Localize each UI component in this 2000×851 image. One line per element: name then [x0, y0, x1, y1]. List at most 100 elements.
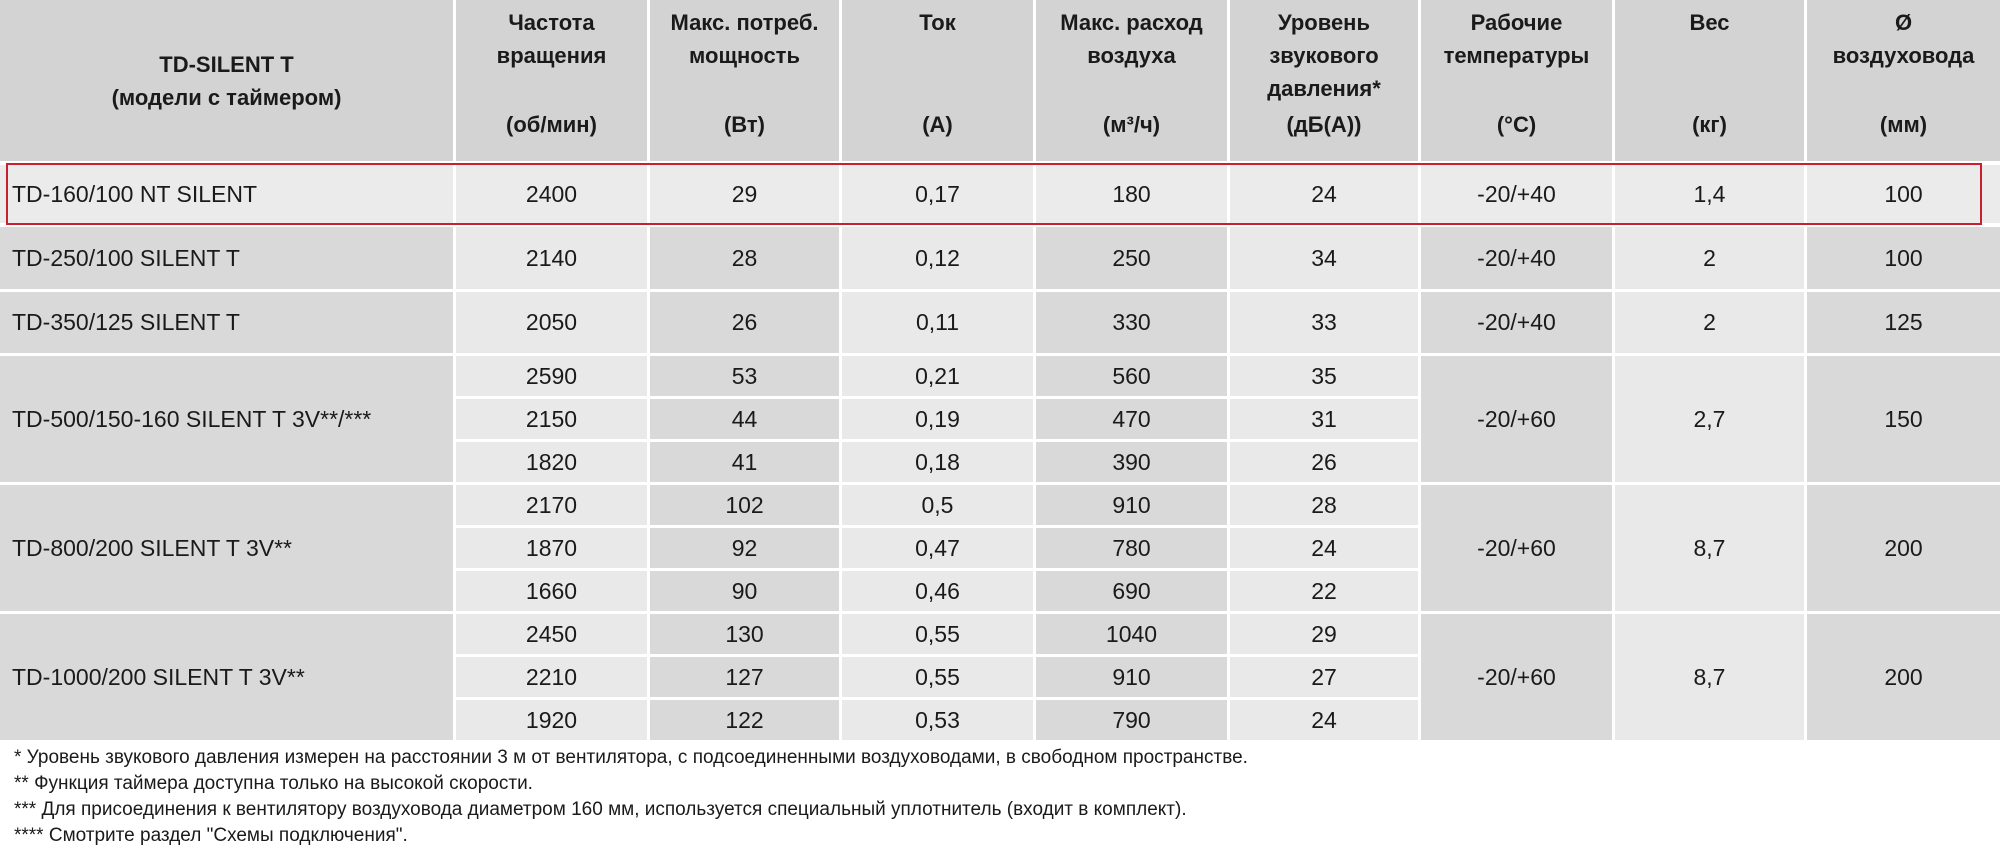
value-cell: 31 — [1230, 399, 1418, 439]
temperature: -20/+60 — [1421, 614, 1612, 740]
value-cell: 2400 — [456, 165, 647, 223]
diameter: 150 — [1807, 356, 2000, 482]
header-label: Ток — [919, 10, 956, 35]
value-cell: 24 — [1230, 700, 1418, 740]
weight: 2 — [1615, 227, 1804, 289]
value-cell: 24 — [1230, 528, 1418, 568]
value-cell: 0,53 — [842, 700, 1033, 740]
header-label: давления* — [1267, 76, 1381, 101]
footnote: * Уровень звукового давления измерен на … — [14, 747, 1248, 768]
diameter: 200 — [1807, 485, 2000, 611]
value-cell: 27 — [1230, 657, 1418, 697]
value-cell: 1820 — [456, 442, 647, 482]
value-cell: 0,46 — [842, 571, 1033, 611]
model-name: TD-350/125 SILENT T — [0, 292, 453, 353]
value-cell: 390 — [1036, 442, 1227, 482]
value-cell: 2140 — [456, 227, 647, 289]
diameter: 100 — [1807, 165, 2000, 223]
header-label: Вес — [1689, 10, 1730, 35]
value-cell: 2050 — [456, 292, 647, 353]
value-cell: 1870 — [456, 528, 647, 568]
header-label: Макс. расход — [1060, 10, 1203, 35]
diameter: 100 — [1807, 227, 2000, 289]
header-label: Ø — [1894, 10, 1913, 35]
value-cell: 53 — [650, 356, 839, 396]
weight: 1,4 — [1615, 165, 1804, 223]
value-cell: 90 — [650, 571, 839, 611]
header-label: воздуха — [1087, 43, 1176, 68]
value-cell: 122 — [650, 700, 839, 740]
value-cell: 33 — [1230, 292, 1418, 353]
highlight-frame — [6, 163, 1982, 225]
header-cell: Макс. потреб. мощность (Вт) — [650, 0, 839, 161]
value-cell: 2150 — [456, 399, 647, 439]
header-unit: (мм) — [1879, 112, 1928, 137]
value-cell: 24 — [1230, 165, 1418, 223]
value-cell: 28 — [650, 227, 839, 289]
weight: 8,7 — [1615, 614, 1804, 740]
temperature: -20/+40 — [1421, 292, 1612, 353]
temperature: -20/+40 — [1421, 227, 1612, 289]
model-name: TD-500/150-160 SILENT T 3V**/*** — [0, 356, 453, 482]
model-name: TD-250/100 SILENT T — [0, 227, 453, 289]
value-cell: 29 — [1230, 614, 1418, 654]
header-cell: Вес (кг) — [1615, 0, 1804, 161]
value-cell: 34 — [1230, 227, 1418, 289]
value-cell: 0,11 — [842, 292, 1033, 353]
diameter: 200 — [1807, 614, 2000, 740]
value-cell: 2450 — [456, 614, 647, 654]
value-cell: 1660 — [456, 571, 647, 611]
temperature: -20/+60 — [1421, 356, 1612, 482]
header-unit: (Вт) — [723, 112, 766, 137]
header-cell: Уровень звукового давления* (дБ(А)) — [1230, 0, 1418, 161]
value-cell: 92 — [650, 528, 839, 568]
value-cell: 690 — [1036, 571, 1227, 611]
header-cell: Ток (A) — [842, 0, 1033, 161]
value-cell: 41 — [650, 442, 839, 482]
value-cell: 44 — [650, 399, 839, 439]
value-cell: 2170 — [456, 485, 647, 525]
model-name: TD-160/100 NT SILENT — [0, 165, 453, 223]
header-label: Макс. потреб. — [670, 10, 819, 35]
diameter: 125 — [1807, 292, 2000, 353]
value-cell: 2590 — [456, 356, 647, 396]
temperature: -20/+40 — [1421, 165, 1612, 223]
value-cell: 0,12 — [842, 227, 1033, 289]
value-cell: 0,55 — [842, 614, 1033, 654]
weight: 2,7 — [1615, 356, 1804, 482]
value-cell: 1920 — [456, 700, 647, 740]
value-cell: 780 — [1036, 528, 1227, 568]
header-label: температуры — [1443, 43, 1590, 68]
header-cell: Частота вращения (об/мин) — [456, 0, 647, 161]
footnote: ** Функция таймера доступна только на вы… — [14, 773, 533, 794]
header-label: вращения — [496, 43, 607, 68]
value-cell: 560 — [1036, 356, 1227, 396]
value-cell: 910 — [1036, 485, 1227, 525]
value-cell: 26 — [1230, 442, 1418, 482]
header-label: звукового — [1269, 43, 1379, 68]
value-cell: 790 — [1036, 700, 1227, 740]
value-cell: 127 — [650, 657, 839, 697]
weight: 2 — [1615, 292, 1804, 353]
value-cell: 0,17 — [842, 165, 1033, 223]
value-cell: 0,5 — [842, 485, 1033, 525]
header-title: TD-SILENT T — [159, 52, 294, 77]
header-unit: (кг) — [1692, 112, 1727, 137]
header-label: Рабочие — [1470, 10, 1563, 35]
value-cell: 2210 — [456, 657, 647, 697]
value-cell: 0,21 — [842, 356, 1033, 396]
value-cell: 29 — [650, 165, 839, 223]
value-cell: 1040 — [1036, 614, 1227, 654]
weight: 8,7 — [1615, 485, 1804, 611]
value-cell: 330 — [1036, 292, 1227, 353]
value-cell: 470 — [1036, 399, 1227, 439]
header-unit: (дБ(А)) — [1286, 112, 1362, 137]
value-cell: 102 — [650, 485, 839, 525]
header-title: (модели с таймером) — [111, 85, 342, 110]
footnote: **** Смотрите раздел "Схемы подключения"… — [14, 825, 408, 846]
header-unit: (м³/ч) — [1102, 112, 1161, 137]
header-unit: (A) — [922, 112, 953, 137]
value-cell: 250 — [1036, 227, 1227, 289]
header-label: мощность — [689, 43, 800, 68]
